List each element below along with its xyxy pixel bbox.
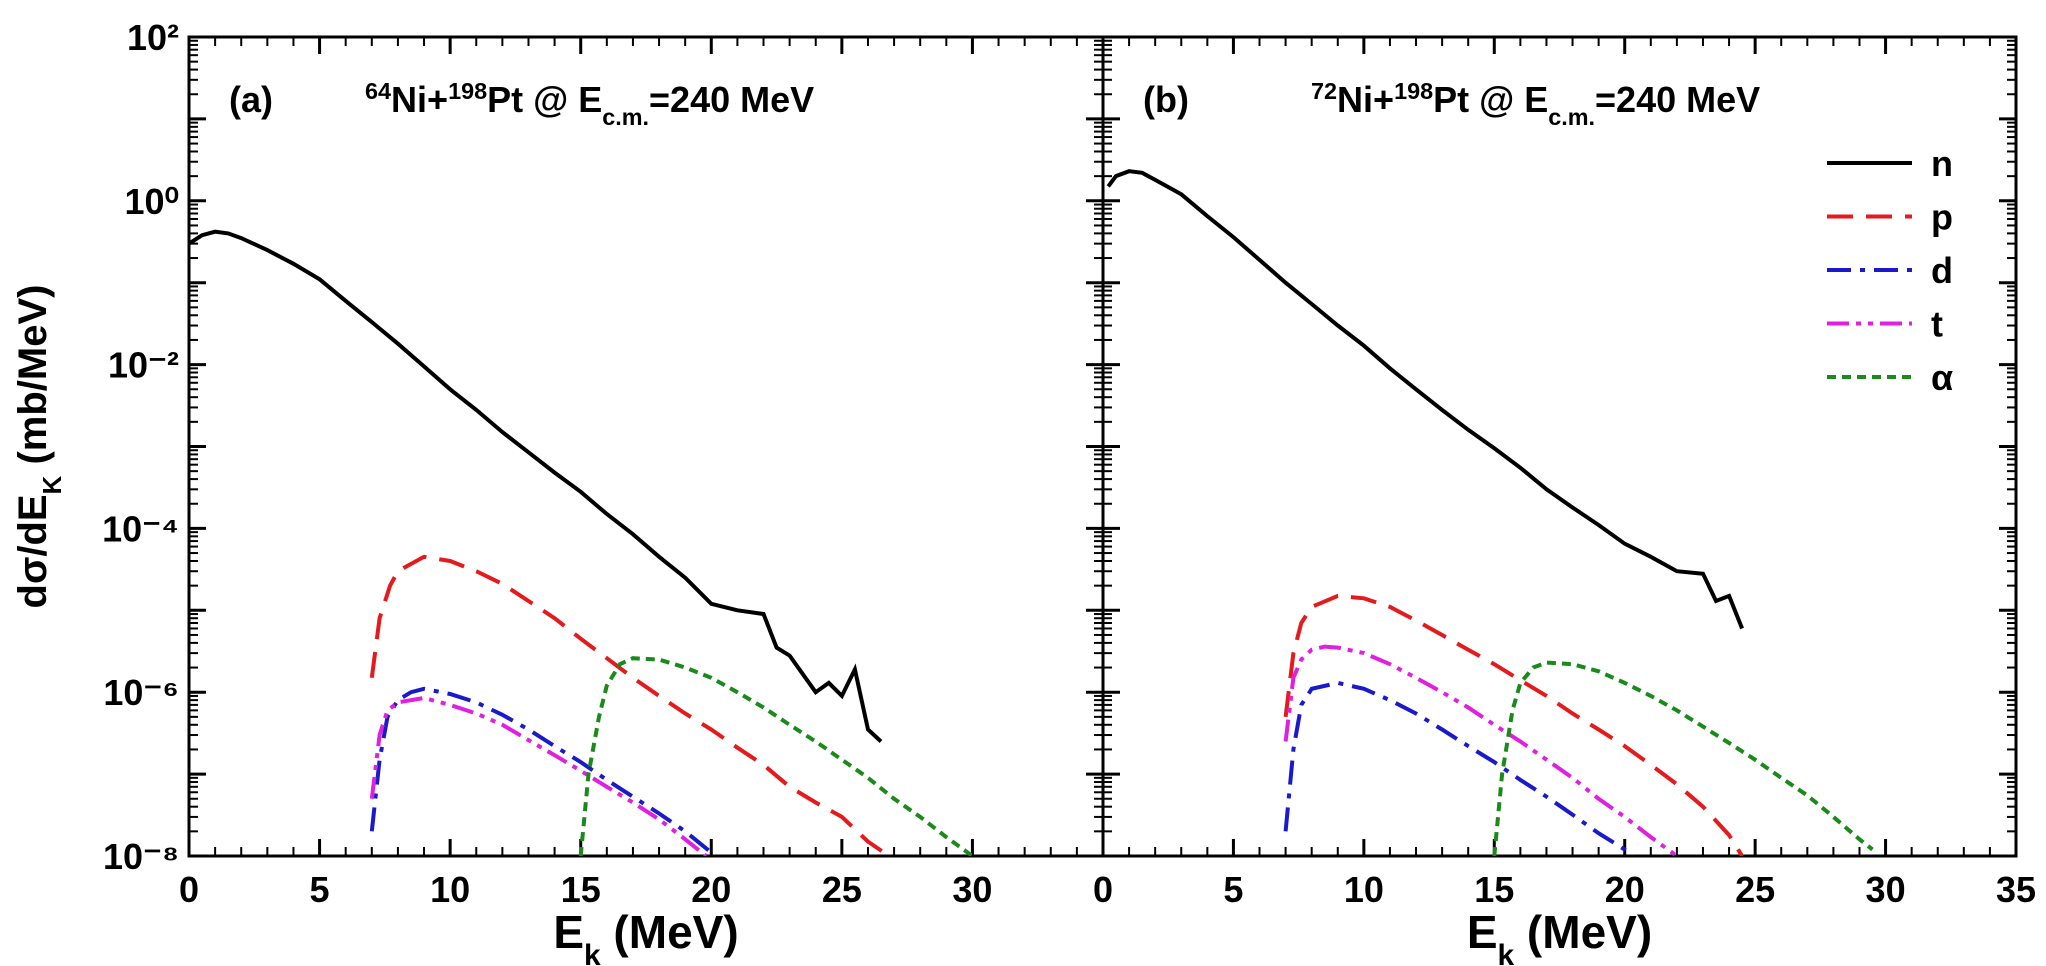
plot-frame — [187, 35, 1105, 858]
text-part: Ni+ — [391, 79, 448, 120]
rich-text: Ek (MeV) — [553, 906, 738, 966]
x-tick-label: 30 — [1866, 869, 1906, 910]
series-line — [578, 656, 974, 856]
text-part: dσ/dE — [11, 494, 55, 608]
text-part: 64 — [365, 78, 391, 104]
series-line — [1283, 644, 1679, 856]
plot-frame — [1101, 35, 2018, 858]
series-line — [1106, 169, 1744, 630]
y-tick-label: 10² — [127, 17, 179, 58]
y-tick-label: 10⁻⁸ — [103, 836, 179, 877]
text-part: k — [584, 939, 601, 966]
text-part: 198 — [1394, 78, 1433, 104]
x-tick-label: 15 — [1474, 869, 1514, 910]
y-tick-label: 10⁻⁶ — [103, 672, 179, 713]
series-line — [369, 686, 713, 855]
text-part: Pt @ E — [487, 79, 602, 120]
text-part: =240 MeV — [649, 79, 814, 120]
text-part: c.m. — [1548, 104, 1595, 130]
x-tick-label: 10 — [1344, 869, 1384, 910]
legend-label: d — [1931, 250, 1953, 291]
rich-text: 64Ni+198Pt @ Ec.m.=240 MeV — [365, 78, 814, 130]
text-part: (MeV) — [1514, 906, 1652, 958]
series-line — [189, 229, 883, 743]
x-tick-label: 5 — [1223, 869, 1243, 910]
series-line — [369, 695, 708, 856]
rich-text: dσ/dEK (mb/MeV) — [11, 285, 67, 609]
series-line — [1492, 660, 1874, 856]
x-tick-label: 10 — [430, 869, 470, 910]
x-tick-label: 15 — [561, 869, 601, 910]
x-tick-label: 0 — [179, 869, 199, 910]
text-part: 198 — [448, 78, 487, 104]
series-line — [1283, 593, 1744, 856]
text-part: E — [1467, 906, 1498, 958]
panel-label: (a) — [229, 79, 273, 120]
y-tick-label: 10⁰ — [125, 181, 179, 222]
text-part: (mb/MeV) — [11, 285, 55, 476]
legend-label: p — [1931, 197, 1953, 238]
x-tick-label: 35 — [1996, 869, 2036, 910]
x-tick-label: 30 — [952, 869, 992, 910]
text-part: 72 — [1311, 78, 1337, 104]
text-part: E — [553, 906, 584, 958]
y-tick-label: 10⁻² — [108, 345, 179, 386]
panel-label: (b) — [1143, 79, 1189, 120]
text-part: K — [37, 475, 67, 494]
x-tick-label: 20 — [691, 869, 731, 910]
text-part: c.m. — [602, 104, 649, 130]
rich-text: 72Ni+198Pt @ Ec.m.=240 MeV — [1311, 78, 1760, 130]
text-part: (MeV) — [601, 906, 739, 958]
text-part: k — [1498, 939, 1515, 966]
y-tick-label: 10⁻⁴ — [102, 508, 179, 549]
x-tick-label: 5 — [310, 869, 330, 910]
legend-label: t — [1931, 304, 1943, 345]
series-line — [1283, 680, 1634, 856]
text-part: =240 MeV — [1595, 79, 1760, 120]
legend-label: n — [1931, 143, 1953, 184]
x-tick-label: 0 — [1093, 869, 1113, 910]
x-tick-label: 25 — [822, 869, 862, 910]
series-line — [369, 554, 891, 856]
legend-label: α — [1931, 357, 1953, 398]
text-part: Pt @ E — [1433, 79, 1548, 120]
text-part: Ni+ — [1337, 79, 1394, 120]
x-tick-label: 25 — [1735, 869, 1775, 910]
x-tick-label: 20 — [1605, 869, 1645, 910]
rich-text: Ek (MeV) — [1467, 906, 1652, 966]
